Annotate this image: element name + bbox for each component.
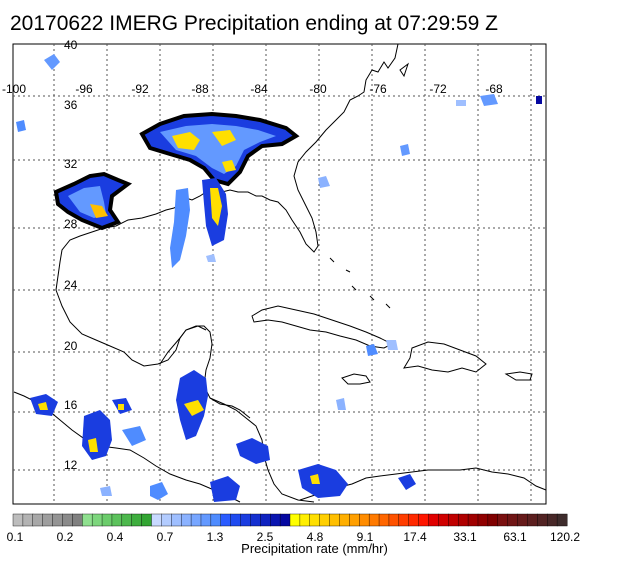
lon-label: -100 bbox=[2, 82, 26, 96]
colorbar-swatch bbox=[260, 513, 271, 527]
lon-label: -92 bbox=[131, 82, 149, 96]
lon-label: -68 bbox=[485, 82, 503, 96]
colorbar-swatch bbox=[299, 513, 311, 527]
colorbar-swatch bbox=[32, 513, 44, 527]
colorbar-swatch bbox=[42, 513, 54, 527]
colorbar-swatch bbox=[279, 513, 291, 527]
colorbar-swatch bbox=[240, 513, 251, 527]
colorbar-swatch bbox=[230, 513, 242, 527]
colorbar-swatch bbox=[220, 513, 232, 527]
colorbar-swatch bbox=[161, 513, 172, 527]
colorbar-tick-label: 17.4 bbox=[403, 530, 427, 544]
colorbar-swatch bbox=[91, 513, 103, 527]
colorbar-tick-label: 4.8 bbox=[307, 530, 324, 544]
colorbar-swatch bbox=[151, 513, 162, 527]
colorbar-swatch bbox=[388, 513, 400, 527]
colorbar-swatch bbox=[210, 513, 222, 527]
lon-label: -88 bbox=[191, 82, 209, 96]
longitude-labels: -100 -96 -92 -88 -84 -80 -76 -72 -68 bbox=[2, 82, 503, 96]
lon-label: -72 bbox=[429, 82, 447, 96]
colorbar-swatch bbox=[517, 513, 528, 527]
colorbar-swatch bbox=[131, 513, 143, 527]
colorbar-tick-label: 33.1 bbox=[453, 530, 477, 544]
colorbar-swatch bbox=[180, 513, 192, 527]
colorbar-swatch bbox=[141, 513, 153, 527]
lat-label: 36 bbox=[64, 98, 78, 112]
colorbar-swatch bbox=[101, 513, 113, 527]
colorbar-swatch bbox=[398, 513, 410, 527]
lat-label: 32 bbox=[64, 157, 78, 171]
colorbar-swatch bbox=[289, 513, 301, 527]
colorbar-tick-label: 1.3 bbox=[207, 530, 224, 544]
lon-label: -96 bbox=[75, 82, 93, 96]
colorbar-tick-label: 0.1 bbox=[7, 530, 24, 544]
colorbar-swatch bbox=[319, 513, 331, 527]
colorbar-swatch bbox=[448, 513, 459, 527]
colorbar-swatch bbox=[62, 513, 73, 527]
lon-label: -76 bbox=[369, 82, 387, 96]
latitude-labels: 40 36 32 28 24 20 16 12 bbox=[64, 38, 78, 472]
colorbar-tick-label: 0.4 bbox=[107, 530, 124, 544]
colorbar-swatch bbox=[359, 513, 370, 527]
map-title: 20170622 IMERG Precipitation ending at 0… bbox=[10, 12, 498, 35]
colorbar-swatch bbox=[477, 513, 489, 527]
colorbar-swatch bbox=[190, 513, 202, 527]
colorbar-tick-labels: 0.1 0.2 0.4 0.7 1.3 2.5 4.8 9.1 17.4 33.1 63.1 120.… bbox=[7, 530, 581, 544]
lat-label: 28 bbox=[64, 217, 78, 231]
colorbar-swatch bbox=[507, 513, 519, 527]
colorbar-swatch bbox=[487, 513, 499, 527]
colorbar-swatch bbox=[527, 513, 538, 527]
colorbar-swatch bbox=[309, 513, 321, 527]
colorbar-swatch bbox=[349, 513, 360, 527]
colorbar-swatch bbox=[52, 513, 63, 527]
precipitation-cells bbox=[16, 54, 542, 502]
colorbar-swatch bbox=[418, 513, 429, 527]
colorbar-swatch bbox=[378, 513, 390, 527]
lon-label: -80 bbox=[309, 82, 327, 96]
colorbar-swatch bbox=[438, 513, 449, 527]
lat-label: 20 bbox=[64, 339, 78, 353]
lat-label: 12 bbox=[64, 458, 78, 472]
colorbar-tick-label: 63.1 bbox=[503, 530, 527, 544]
colorbar-tick-label: 2.5 bbox=[257, 530, 274, 544]
colorbar-swatch bbox=[111, 513, 123, 527]
colorbar-tick-label: 0.7 bbox=[157, 530, 174, 544]
colorbar-swatch bbox=[82, 513, 93, 527]
colorbar-swatch bbox=[537, 513, 548, 527]
colorbar-swatch bbox=[22, 513, 34, 527]
colorbar-swatch bbox=[270, 513, 281, 527]
lon-label: -84 bbox=[250, 82, 268, 96]
colorbar-swatch bbox=[467, 513, 479, 527]
colorbar-swatch bbox=[497, 513, 509, 527]
colorbar-tick-label: 0.2 bbox=[57, 530, 74, 544]
colorbar-swatch bbox=[368, 513, 380, 527]
colorbar-swatch bbox=[171, 513, 182, 527]
colorbar-swatch bbox=[12, 513, 24, 527]
colorbar-swatch bbox=[428, 513, 439, 527]
colorbar-tick-label: 9.1 bbox=[357, 530, 374, 544]
colorbar-swatch bbox=[72, 513, 83, 527]
colorbar-swatch bbox=[556, 513, 568, 527]
lat-label: 24 bbox=[64, 278, 78, 292]
colorbar-swatch bbox=[121, 513, 133, 527]
lat-label: 16 bbox=[64, 398, 78, 412]
colorbar-tick-label: 120.2 bbox=[550, 530, 580, 544]
colorbar-label: Precipitation rate (mm/hr) bbox=[241, 541, 388, 556]
gridlines bbox=[13, 44, 546, 504]
colorbar-swatch bbox=[200, 513, 212, 527]
colorbar-swatch bbox=[339, 513, 350, 527]
colorbar-swatch bbox=[250, 513, 261, 527]
colorbar-swatch bbox=[457, 513, 469, 527]
colorbar-swatch bbox=[547, 513, 558, 527]
lat-label: 40 bbox=[64, 38, 78, 52]
colorbar bbox=[12, 513, 568, 527]
colorbar-swatch bbox=[329, 513, 340, 527]
colorbar-swatch bbox=[408, 513, 420, 527]
